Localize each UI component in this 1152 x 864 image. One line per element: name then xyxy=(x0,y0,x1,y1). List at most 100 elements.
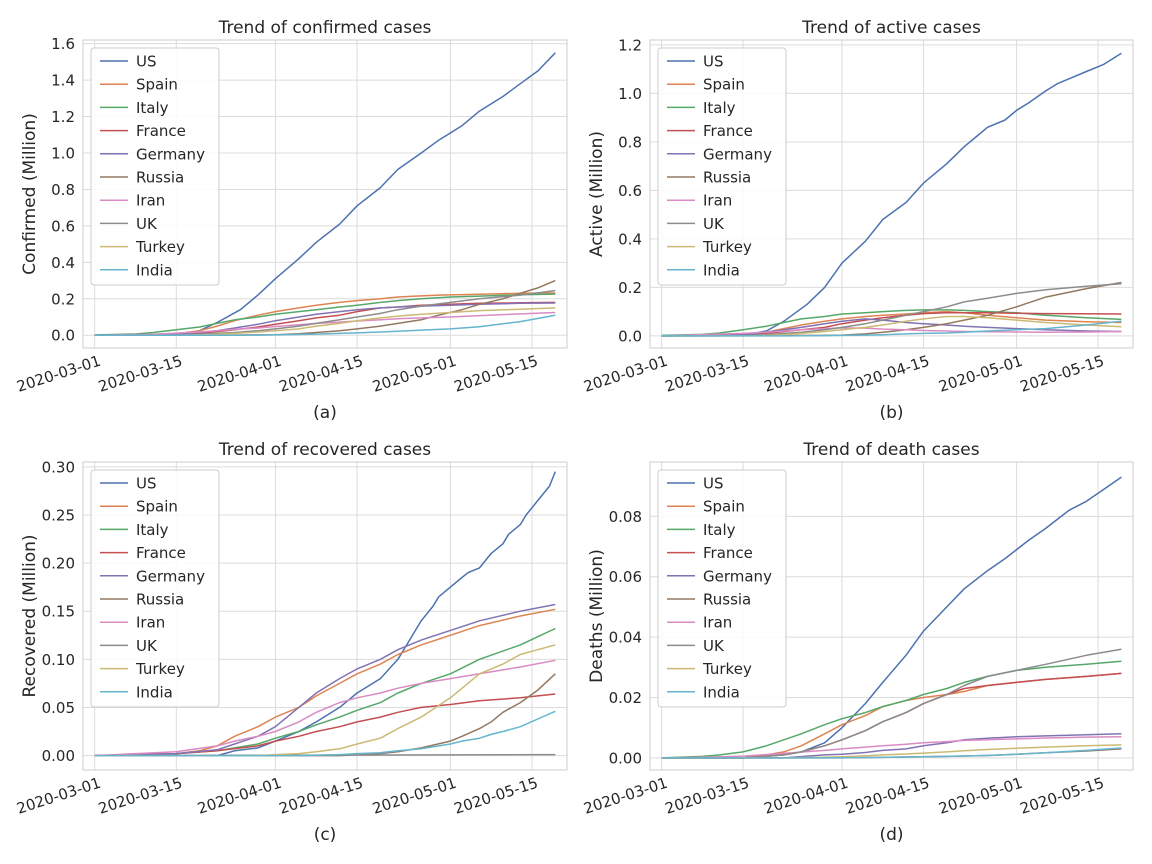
y-tick-label: 0.06 xyxy=(609,568,642,586)
legend-label-uk: UK xyxy=(136,215,158,233)
y-tick-label: 0.2 xyxy=(618,279,642,297)
legend-label-russia: Russia xyxy=(703,591,751,609)
legend-label-india: India xyxy=(136,683,173,701)
series-line-italy xyxy=(94,293,556,336)
x-tick-label: 2020-05-15 xyxy=(452,774,540,818)
legend-label-uk: UK xyxy=(136,637,158,655)
legend-label-us: US xyxy=(703,53,724,71)
legend-label-russia: Russia xyxy=(703,169,751,187)
y-tick-label: 0.6 xyxy=(618,182,642,200)
legend-label-spain: Spain xyxy=(136,498,178,516)
x-tick-label: 2020-05-15 xyxy=(1018,774,1106,818)
y-tick-label: 1.6 xyxy=(51,35,75,53)
x-tick-label: 2020-05-15 xyxy=(452,352,540,396)
legend-label-iran: Iran xyxy=(703,614,732,632)
y-tick-label: 0.8 xyxy=(618,133,642,151)
y-tick-label: 0.6 xyxy=(51,217,75,235)
x-tick-label: 2020-05-01 xyxy=(370,352,458,396)
x-tick-label: 2020-04-15 xyxy=(843,774,931,818)
series-line-turkey xyxy=(661,315,1122,337)
x-tick-label: 2020-05-01 xyxy=(370,774,458,818)
plot-frame xyxy=(82,39,568,349)
series-line-india xyxy=(661,320,1122,337)
legend-label-germany: Germany xyxy=(136,145,205,163)
legend: US Spain Italy France Germany Russia Iran UK Tur… xyxy=(657,469,787,708)
legend-label-iran: Iran xyxy=(136,614,165,632)
legend-label-turkey: Turkey xyxy=(135,660,185,678)
plot-frame xyxy=(82,461,568,771)
chart-caption: (b) xyxy=(879,403,903,423)
series-line-italy xyxy=(94,627,556,757)
legend-label-france: France xyxy=(136,122,186,140)
series-line-germany xyxy=(661,733,1122,759)
y-axis-label: Confirmed (Million) xyxy=(20,113,40,275)
y-tick-label: 0.4 xyxy=(51,254,75,272)
chart-caption: (c) xyxy=(314,825,337,845)
series-line-russia xyxy=(94,279,556,336)
y-axis-label: Deaths (Million) xyxy=(587,549,607,683)
x-tick-label: 2020-04-01 xyxy=(195,774,283,818)
series-line-india xyxy=(94,314,556,336)
series-line-turkey xyxy=(94,644,556,757)
series-line-france xyxy=(94,693,556,757)
y-tick-label: 1.0 xyxy=(618,85,642,103)
x-tick-label: 2020-04-15 xyxy=(277,774,365,818)
legend-label-iran: Iran xyxy=(703,192,732,210)
x-tick-label: 2020-03-15 xyxy=(663,774,751,818)
x-tick-label: 2020-05-01 xyxy=(936,352,1024,396)
y-axis-label: Active (Million) xyxy=(587,131,607,257)
legend-label-france: France xyxy=(136,544,186,562)
series-line-iran xyxy=(661,327,1122,337)
legend-label-turkey: Turkey xyxy=(702,238,752,256)
y-tick-label: 0.4 xyxy=(618,230,642,248)
y-tick-label: 0.08 xyxy=(609,508,642,526)
y-tick-label: 0.15 xyxy=(42,603,75,621)
legend-label-uk: UK xyxy=(703,637,725,655)
legend-label-spain: Spain xyxy=(703,76,745,94)
legend-label-germany: Germany xyxy=(703,145,772,163)
series-line-uk xyxy=(661,648,1122,759)
x-tick-label: 2020-04-15 xyxy=(843,352,931,396)
x-tick-label: 2020-05-01 xyxy=(936,774,1024,818)
legend-label-germany: Germany xyxy=(136,567,205,585)
chart-title: Trend of active cases xyxy=(801,18,981,38)
x-tick-label: 2020-03-01 xyxy=(581,352,669,396)
legend-label-turkey: Turkey xyxy=(702,660,752,678)
legend-label-spain: Spain xyxy=(703,498,745,516)
y-tick-label: 1.2 xyxy=(618,36,642,54)
y-tick-label: 0.02 xyxy=(609,689,642,707)
series-line-turkey xyxy=(94,307,556,336)
chart-caption: (a) xyxy=(313,403,337,423)
chart-title: Trend of death cases xyxy=(802,440,979,460)
x-tick-label: 2020-03-15 xyxy=(96,352,184,396)
series-line-india xyxy=(661,747,1122,759)
series-line-iran xyxy=(661,736,1122,759)
series-line-us xyxy=(94,52,556,336)
legend-label-us: US xyxy=(703,475,724,493)
legend-label-germany: Germany xyxy=(703,567,772,585)
y-axis-label: Recovered (Million) xyxy=(20,534,40,697)
legend-label-us: US xyxy=(136,53,157,71)
x-tick-label: 2020-03-01 xyxy=(14,352,102,396)
legend-label-turkey: Turkey xyxy=(135,238,185,256)
y-tick-label: 0.00 xyxy=(609,749,642,767)
x-tick-label: 2020-04-01 xyxy=(762,352,850,396)
legend: US Spain Italy France Germany Russia Iran UK Tur… xyxy=(90,469,220,708)
plot-frame xyxy=(649,461,1134,771)
series-line-us xyxy=(94,471,556,757)
chart-title: Trend of recovered cases xyxy=(218,440,431,460)
y-tick-label: 0.0 xyxy=(51,327,75,345)
x-tick-label: 2020-05-15 xyxy=(1018,352,1106,396)
x-tick-label: 2020-04-01 xyxy=(195,352,283,396)
legend: US Spain Italy France Germany Russia Iran UK Tur… xyxy=(90,47,220,286)
legend-label-italy: Italy xyxy=(703,99,736,117)
y-tick-label: 0.25 xyxy=(42,506,75,524)
y-tick-label: 0.0 xyxy=(618,327,642,345)
legend-label-france: France xyxy=(703,544,753,562)
y-tick-label: 1.4 xyxy=(51,72,75,90)
legend-label-india: India xyxy=(136,261,173,279)
y-tick-label: 0.2 xyxy=(51,290,75,308)
series-line-turkey xyxy=(661,744,1122,759)
y-tick-label: 0.30 xyxy=(42,458,75,476)
